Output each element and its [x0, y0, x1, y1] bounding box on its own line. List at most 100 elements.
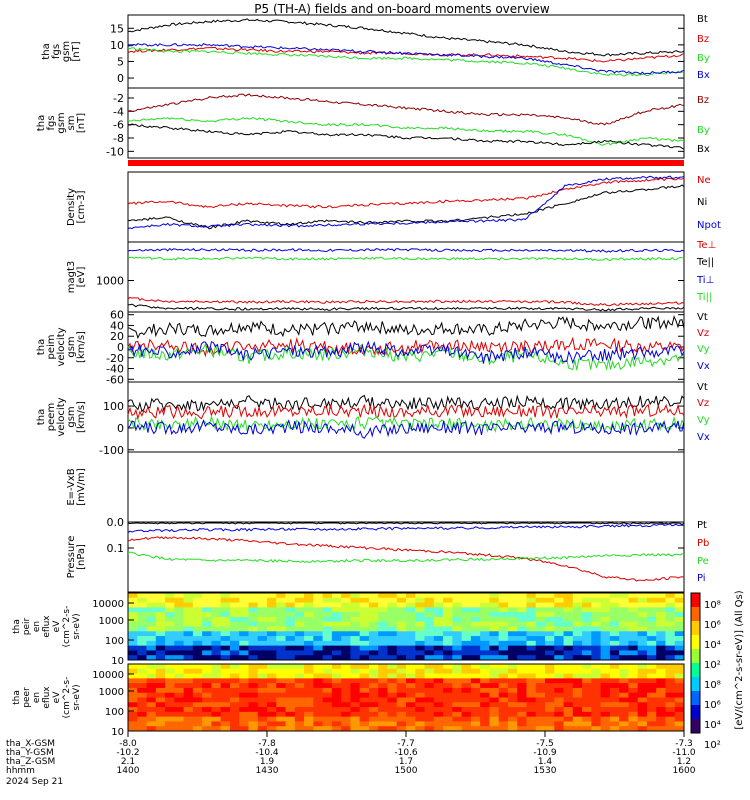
spectrogram-cell: [415, 631, 426, 637]
spectrogram-cell: [461, 597, 472, 604]
spectrogram-cell: [359, 621, 370, 627]
spectrogram-cell: [424, 707, 435, 713]
spectrogram-cell: [267, 650, 277, 656]
spectrogram-cell: [341, 602, 351, 608]
spectrogram-cell: [665, 721, 676, 727]
spectrogram-cell: [646, 668, 657, 675]
spectrogram-cell: [498, 593, 509, 599]
spectrogram-cell: [211, 621, 222, 627]
spectrogram-cell: [294, 716, 305, 722]
spectrogram-cell: [248, 616, 259, 623]
spectrogram-cell: [535, 702, 546, 708]
series-line-Pb: [127, 536, 685, 582]
spectrogram-cell: [331, 726, 342, 732]
spectrogram-cell: [433, 726, 444, 732]
spectrogram-cell: [489, 726, 500, 732]
spectrogram-cell: [165, 673, 175, 679]
spectrogram-cell: [331, 631, 342, 637]
spectrogram-cell: [470, 668, 481, 675]
spectrogram-cell: [545, 602, 555, 608]
spectrogram-cell: [406, 602, 416, 608]
spectrogram-cell: [433, 650, 444, 656]
spectrogram-cell: [276, 626, 287, 632]
spectrogram-cell: [424, 636, 435, 642]
spectrogram-cell: [656, 697, 666, 703]
spectrogram-cell: [507, 607, 518, 613]
spectrogram-cell: [304, 716, 314, 722]
spectrogram-cell: [276, 716, 287, 722]
spectrogram-cell: [489, 673, 500, 679]
spectrogram-cell: [322, 621, 333, 627]
spectrogram-cell: [545, 626, 555, 632]
ylabel-line: tha: [36, 339, 47, 355]
xaxis-value: 1.7: [399, 757, 413, 767]
spectrogram-cell: [174, 597, 185, 604]
spectrogram-cell: [628, 726, 639, 732]
spectrogram-cell: [313, 711, 324, 718]
spectrogram-cell: [137, 621, 148, 627]
spectrogram-cell: [294, 631, 305, 637]
spectrogram-cell: [267, 716, 277, 722]
spectrogram-cell: [285, 692, 296, 698]
spectrogram-cell: [443, 612, 453, 618]
spectrogram-cell: [470, 721, 481, 727]
spectrogram-cell: [331, 626, 342, 632]
spectrogram-cell: [229, 697, 240, 703]
spectrogram-cell: [396, 612, 407, 618]
spectrogram-cell: [285, 602, 296, 608]
spectrogram-cell: [155, 636, 166, 642]
spectrogram-cell: [507, 697, 518, 703]
spectrogram-cell: [322, 636, 333, 642]
spectrogram-cell: [637, 626, 648, 632]
spectrogram-cell: [480, 716, 490, 722]
spectrogram-cell: [470, 683, 481, 689]
spectrogram-cell: [155, 664, 166, 670]
quality-flag-bar: [128, 160, 684, 166]
spectrogram-cell: [359, 636, 370, 642]
spectrogram-cell: [248, 593, 259, 599]
spectrogram-cell: [229, 687, 240, 694]
spectrogram-cell: [452, 621, 463, 627]
series-line-By: [127, 47, 685, 77]
spectrogram-cell: [545, 692, 555, 698]
spectrogram-cell: [387, 607, 398, 613]
spectrogram-cell: [341, 645, 351, 651]
spectrogram-cell: [480, 612, 490, 618]
spectrogram-cell: [480, 593, 490, 599]
spectrogram-cell: [452, 645, 463, 651]
spectrogram-cell: [674, 616, 685, 623]
panel-frame: [127, 451, 685, 523]
colorbar-tick: 10⁴: [704, 640, 721, 651]
spectrogram-cell: [350, 593, 361, 599]
spectrogram-cell: [137, 616, 148, 623]
spectrogram-cell: [498, 697, 509, 703]
spectrogram-cell: [609, 593, 620, 599]
spectrogram-cell: [470, 697, 481, 703]
spectrogram-cell: [350, 607, 361, 613]
spectrogram-cell: [220, 697, 231, 703]
spectrogram-cell: [498, 668, 509, 675]
spectrogram-cell: [387, 645, 398, 651]
spectrogram-cell: [304, 602, 314, 608]
spectrogram-cell: [294, 621, 305, 627]
spectrogram-cell: [406, 645, 416, 651]
colorbar-tick: 10⁶: [704, 700, 721, 711]
spectrogram-cell: [229, 702, 240, 708]
xaxis-value: 1430: [256, 766, 279, 776]
spectrogram-cell: [165, 602, 175, 608]
spectrogram-cell: [443, 664, 453, 670]
spectrogram-cell: [545, 593, 555, 599]
spectrogram-cell: [545, 707, 555, 713]
spectrogram-cell: [202, 655, 212, 661]
spectrogram-cell: [387, 650, 398, 656]
colorbar-tick: 10⁸: [704, 600, 721, 611]
series-line-Te⊥: [127, 296, 685, 307]
spectrogram-cell: [155, 668, 166, 675]
ylabel-line: E=-VxB: [66, 468, 77, 505]
spectrogram-cell: [378, 602, 388, 608]
spectrogram-cell: [415, 645, 426, 651]
panel-frame: [127, 521, 685, 593]
spectrogram-cell: [155, 721, 166, 727]
